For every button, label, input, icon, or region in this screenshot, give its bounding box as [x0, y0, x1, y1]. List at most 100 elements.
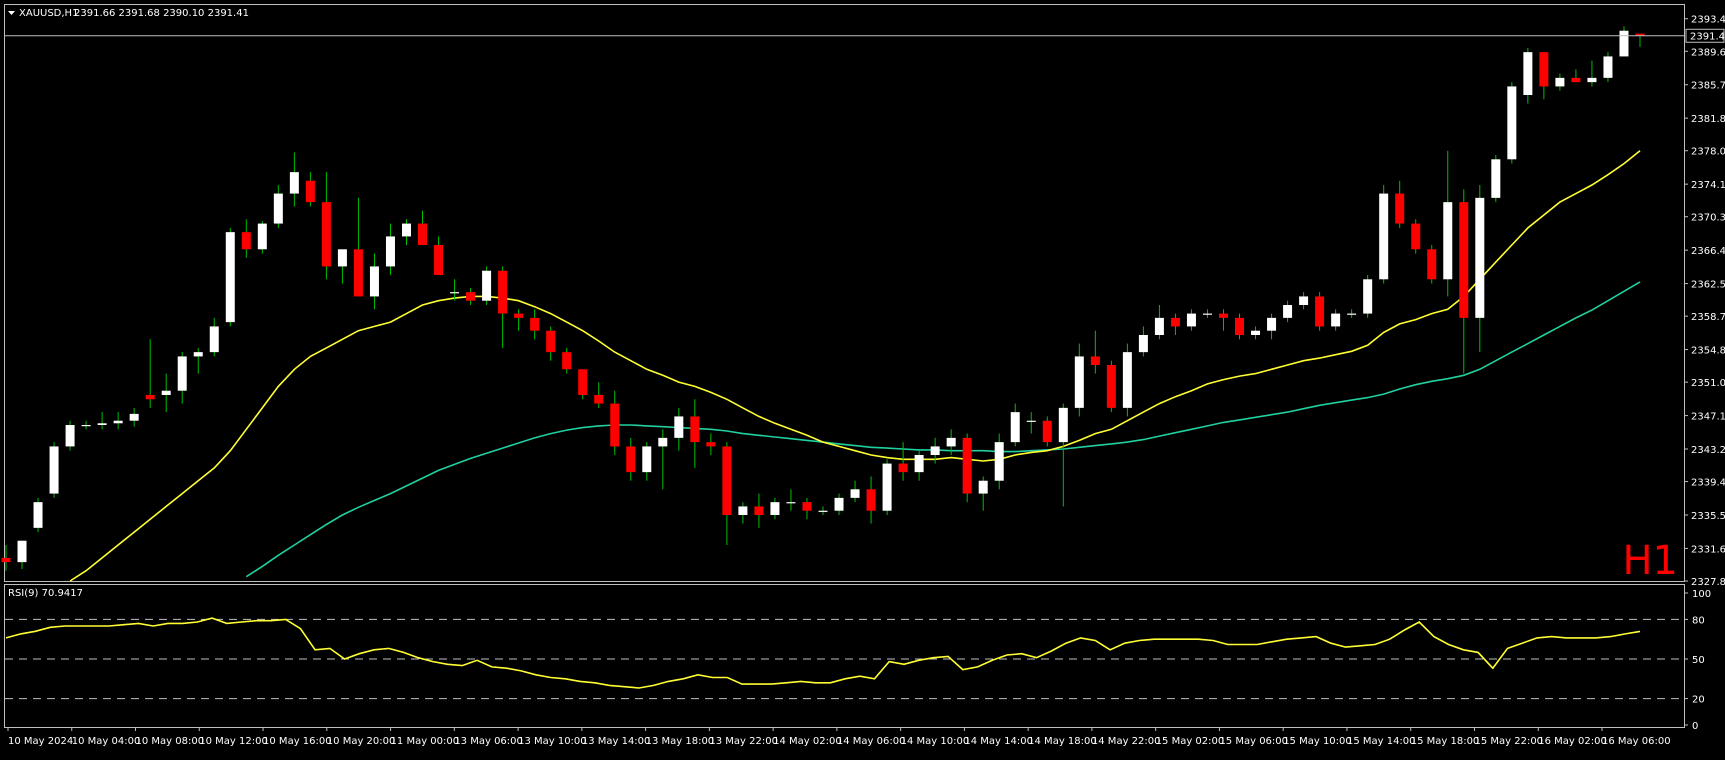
candle — [193, 347, 203, 374]
candle — [610, 390, 620, 455]
bull-candle-body — [674, 416, 684, 438]
candle — [1603, 52, 1613, 83]
candle — [1379, 185, 1389, 284]
bear-candle-body — [514, 313, 524, 318]
bear-candle-body — [706, 442, 716, 447]
candle — [369, 253, 379, 310]
bear-candle-body — [1427, 249, 1437, 280]
rsi-tick-label: 100 — [1692, 589, 1711, 600]
candle — [321, 172, 331, 280]
candle — [97, 412, 107, 430]
candle — [1539, 52, 1549, 100]
symbol-header[interactable]: XAUUSD,H1 2391.66 2391.68 2390.10 2391.4… — [8, 8, 249, 19]
rsi-label: RSI(9) 70.9417 — [8, 588, 83, 599]
price-tick-label: 2327.80 — [1691, 577, 1725, 588]
bear-candle-body — [1, 557, 11, 563]
candle — [434, 236, 444, 275]
timeframe-watermark: H1 — [1622, 538, 1678, 584]
price-tick-label: 2393.40 — [1691, 15, 1725, 26]
bear-candle-body — [145, 395, 155, 400]
candle — [466, 287, 476, 305]
bull-candle-body — [129, 413, 139, 421]
time-tick-label: 15 May 22:00 — [1474, 736, 1543, 747]
candle — [337, 249, 347, 284]
candle — [930, 437, 940, 464]
dropdown-triangle-icon[interactable] — [8, 11, 15, 15]
bull-candle-body — [97, 423, 107, 425]
bear-candle-body — [1042, 420, 1052, 443]
candle — [450, 279, 460, 301]
bull-candle-body — [1475, 197, 1485, 318]
bear-candle-body — [1635, 33, 1645, 36]
bear-candle-body — [498, 270, 508, 314]
bear-candle-body — [1571, 77, 1581, 83]
current-price-marker: 2391.41 — [5, 28, 1725, 43]
candle — [1251, 326, 1261, 340]
price-tick-label: 2331.60 — [1691, 544, 1725, 555]
bull-candle-body — [658, 437, 668, 447]
bull-candle-body — [882, 463, 892, 511]
bear-candle-body — [1395, 193, 1405, 224]
bear-candle-body — [722, 446, 732, 515]
candle — [1491, 155, 1501, 203]
candle — [738, 502, 748, 524]
bull-candle-body — [738, 506, 748, 515]
ma-fast-line — [69, 150, 1641, 582]
candle — [882, 459, 892, 515]
bull-candle-body — [1202, 313, 1212, 315]
bull-candle-body — [177, 356, 187, 391]
bull-candle-body — [946, 437, 956, 447]
price-tick-label: 2335.50 — [1691, 511, 1725, 522]
bear-candle-body — [594, 395, 604, 404]
bull-candle-body — [225, 232, 235, 323]
candle — [1555, 73, 1565, 91]
candle — [401, 219, 411, 245]
bear-candle-body — [466, 292, 476, 301]
time-tick-label: 13 May 14:00 — [582, 736, 651, 747]
candle — [978, 476, 988, 511]
price-tick-label: 2374.10 — [1691, 180, 1725, 191]
time-tick-label: 10 May 12:00 — [199, 736, 268, 747]
time-tick-label: 15 May 18:00 — [1411, 736, 1480, 747]
candle — [1523, 47, 1533, 104]
bull-candle-body — [1074, 356, 1084, 408]
candle — [65, 420, 75, 451]
bear-candle-body — [530, 317, 540, 331]
bear-candle-body — [353, 249, 363, 297]
candle — [1106, 360, 1116, 413]
candle — [802, 497, 812, 520]
bull-candle-body — [1379, 193, 1389, 280]
bear-candle-body — [321, 202, 331, 267]
candle — [1, 545, 11, 571]
bear-candle-body — [578, 369, 588, 395]
candle — [1202, 309, 1212, 318]
candle — [305, 172, 315, 207]
time-tick-label: 10 May 20:00 — [327, 736, 396, 747]
candle — [1090, 330, 1100, 374]
bear-candle-body — [1411, 223, 1421, 250]
bull-candle-body — [1363, 279, 1373, 314]
bull-candle-body — [49, 446, 59, 494]
bear-candle-body — [305, 180, 315, 203]
candle — [482, 266, 492, 305]
candle — [1299, 292, 1309, 310]
bear-candle-body — [1106, 365, 1116, 408]
candle — [706, 433, 716, 455]
candle — [962, 433, 972, 503]
bull-candle-body — [1331, 313, 1341, 327]
time-tick-label: 11 May 00:00 — [391, 736, 460, 747]
bear-candle-body — [962, 437, 972, 494]
bull-candle-body — [81, 425, 91, 427]
candle — [1186, 309, 1196, 331]
candle — [1619, 26, 1629, 57]
bull-candle-body — [289, 172, 299, 194]
candle — [1026, 412, 1036, 434]
candle — [514, 309, 524, 331]
bull-candle-body — [786, 502, 796, 504]
candle — [1218, 309, 1228, 331]
candle — [1587, 60, 1597, 87]
time-tick-label: 16 May 02:00 — [1538, 736, 1607, 747]
